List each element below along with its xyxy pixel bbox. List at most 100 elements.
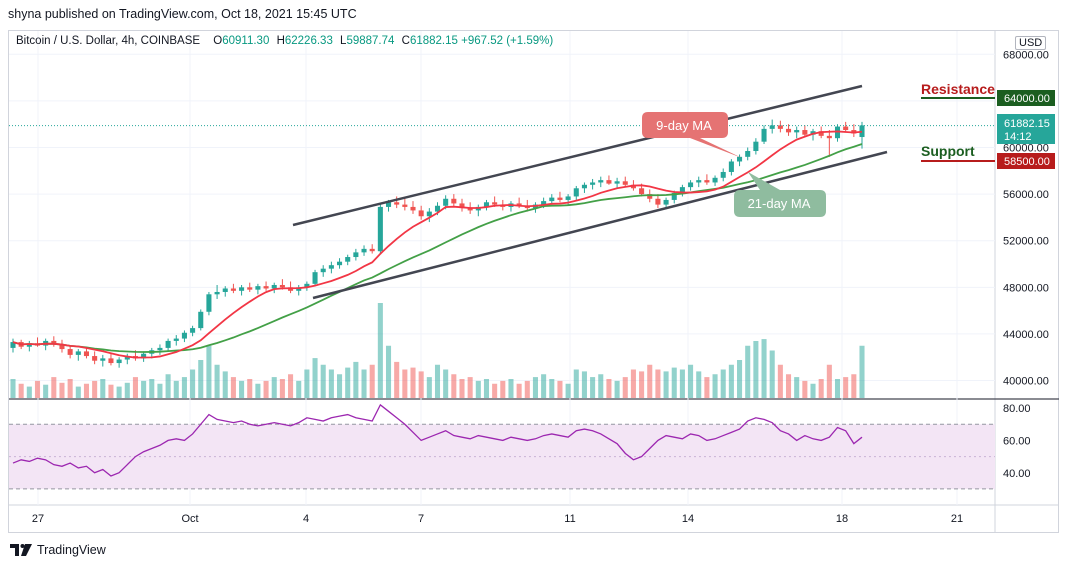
volume-bar	[443, 369, 449, 398]
candle-body	[557, 197, 563, 200]
volume-bar	[688, 364, 694, 398]
candle-body	[590, 182, 596, 185]
candle-body	[606, 180, 612, 184]
volume-bar	[810, 383, 816, 398]
volume-bar	[43, 384, 49, 398]
candle-body	[745, 151, 751, 157]
candle-body	[565, 196, 571, 200]
volume-bar	[222, 371, 228, 398]
ma9-line	[12, 130, 863, 359]
volume-bar	[720, 369, 726, 398]
volume-bar	[255, 383, 261, 398]
rsi-tick-label: 40.00	[1003, 468, 1031, 480]
time-tick-label: 11	[564, 513, 575, 525]
currency-button[interactable]: USD	[1015, 36, 1047, 50]
candle-body	[369, 248, 375, 252]
volume-bar	[59, 382, 65, 398]
candle-body	[165, 340, 171, 348]
open-label: O	[213, 35, 223, 47]
volume-bar	[296, 380, 302, 398]
candle-body	[26, 343, 32, 347]
candle-body	[451, 198, 457, 204]
volume-bar	[516, 383, 522, 398]
candle-body	[59, 344, 65, 350]
candle-body	[663, 199, 669, 205]
volume-bar	[483, 379, 490, 398]
price-tick-label: 52000.00	[1003, 236, 1049, 248]
candle-body	[108, 358, 114, 364]
volume-bar	[581, 371, 587, 398]
candle-body	[75, 351, 81, 355]
candle-body	[157, 347, 163, 351]
volume-bar	[671, 367, 677, 398]
volume-bar	[132, 377, 138, 398]
volume-bar	[149, 379, 155, 398]
time-tick-label: 4	[303, 513, 309, 525]
candle-body	[296, 287, 302, 291]
volume-bar	[361, 369, 367, 398]
volume-bar	[426, 377, 432, 398]
close-value: 61882.15	[409, 35, 458, 47]
candle-body	[794, 130, 800, 133]
ma21-callout-bubble	[734, 172, 826, 217]
candle-body	[304, 283, 310, 288]
volume-bar	[851, 374, 857, 398]
price-tick-label: 44000.00	[1003, 329, 1049, 341]
candle-body	[712, 177, 718, 183]
volume-bar	[696, 371, 702, 398]
candle-body	[843, 126, 849, 131]
volume-bar	[647, 364, 653, 398]
volume-bar	[500, 380, 506, 398]
candle-body	[777, 125, 783, 129]
candle-body	[728, 161, 734, 172]
candle-body	[279, 284, 285, 288]
candle-body	[353, 252, 359, 258]
candle-body	[573, 188, 579, 197]
candle-body	[410, 206, 416, 211]
volume-bar	[214, 364, 220, 398]
volume-bar	[239, 380, 245, 398]
volume-bar	[541, 374, 547, 398]
volume-bar	[418, 371, 424, 398]
candle-body	[247, 287, 253, 290]
volume-bar	[843, 377, 849, 398]
publish-caption: shyna published on TradingView.com, Oct …	[8, 7, 357, 21]
candle-body	[688, 182, 694, 188]
volume-bar	[141, 380, 147, 398]
volume-bar	[353, 361, 359, 398]
volume-bar	[385, 345, 392, 398]
volume-bar	[394, 361, 400, 398]
volume-bar	[304, 369, 310, 398]
candle-body	[263, 286, 269, 289]
volume-bar	[51, 377, 57, 398]
candle-body	[222, 288, 228, 292]
volume-bar	[728, 364, 734, 398]
volume-bar	[67, 379, 73, 398]
volume-bar	[165, 374, 171, 398]
volume-bar	[75, 386, 81, 398]
volume-bar	[785, 374, 792, 398]
candle-body	[761, 128, 767, 142]
low-value: 59887.74	[346, 35, 395, 47]
volume-bar	[704, 377, 710, 398]
volume-bar	[190, 369, 196, 398]
candle-body	[337, 261, 343, 266]
volume-bar	[230, 377, 236, 398]
candle-body	[753, 141, 759, 152]
footer: TradingView	[10, 543, 106, 557]
tradingview-logo-icon	[10, 544, 32, 556]
candle-body	[459, 203, 465, 209]
last-price-tag-text: 61882.15	[1004, 118, 1050, 130]
candle-body	[483, 202, 490, 207]
ma9-callout-label: 9-day MA	[656, 118, 712, 133]
volume-bar	[271, 377, 277, 398]
candle-body	[124, 356, 130, 360]
resistance-label: Resistance	[921, 81, 995, 97]
volume-bar	[598, 374, 604, 398]
volume-bar	[590, 377, 596, 398]
volume-bar	[492, 383, 498, 398]
candle-body	[492, 202, 498, 205]
channel-lower-line	[312, 150, 888, 300]
time-tick-label: 27	[32, 513, 44, 525]
